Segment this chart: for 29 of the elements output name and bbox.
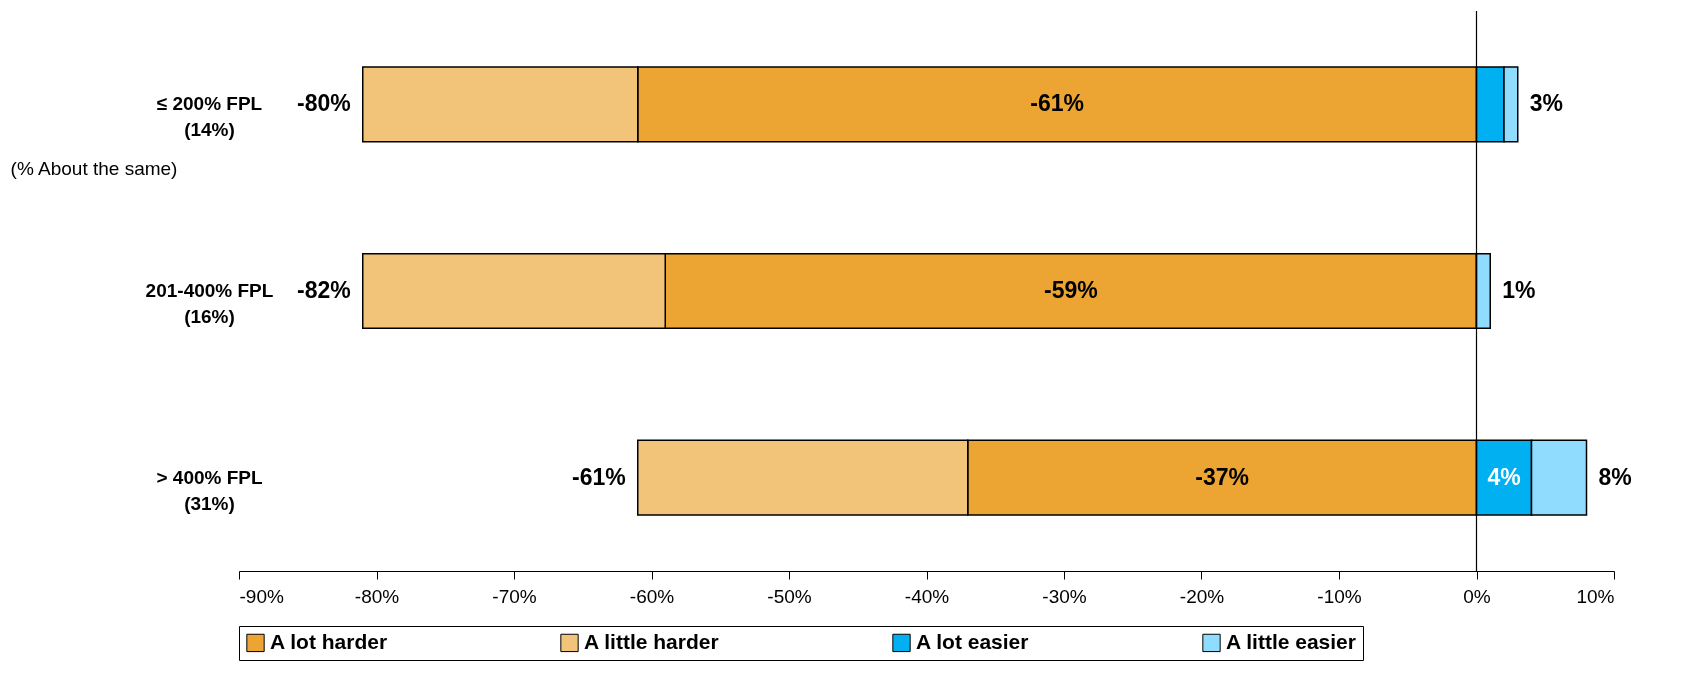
x-tick-label: -40%	[904, 585, 950, 607]
annotation: -82%	[297, 277, 351, 303]
y-tick-label: > 400% FPL (31%)	[156, 466, 263, 514]
annotation: -80%	[297, 90, 351, 117]
x-tick-label: 10%	[1576, 585, 1615, 607]
annotation: 1%	[1502, 277, 1536, 303]
y-tick-label: ≤ 200% FPL (14%)	[156, 93, 263, 141]
x-tick-label: -30%	[1042, 585, 1087, 607]
data-label: -37%	[1195, 463, 1249, 490]
x-tick-label: -10%	[1317, 585, 1362, 607]
x-tick-label: -50%	[767, 585, 812, 607]
legend-label: A little easier	[1226, 629, 1356, 653]
data-label: 4%	[1487, 463, 1521, 490]
data-label: -61%	[1030, 90, 1084, 117]
x-tick-label: 0%	[1463, 585, 1491, 607]
x-tick-label: -60%	[629, 585, 675, 607]
annotation: 3%	[1529, 90, 1563, 117]
annotation: -61%	[572, 463, 626, 490]
legend-label: A lot easier	[916, 629, 1029, 653]
y-tick-label: 201-400% FPL (16%)	[145, 280, 274, 327]
legend-label: A lot harder	[270, 629, 388, 653]
x-tick-label: -80%	[354, 585, 400, 607]
x-tick-label: -70%	[492, 585, 537, 607]
x-tick-label: -90%	[239, 585, 284, 607]
legend-label: A little harder	[584, 629, 719, 653]
annotation: 8%	[1598, 463, 1632, 490]
data-label: -59%	[1044, 277, 1098, 303]
text: (% About the same)	[10, 158, 178, 179]
x-tick-label: -20%	[1179, 585, 1225, 607]
